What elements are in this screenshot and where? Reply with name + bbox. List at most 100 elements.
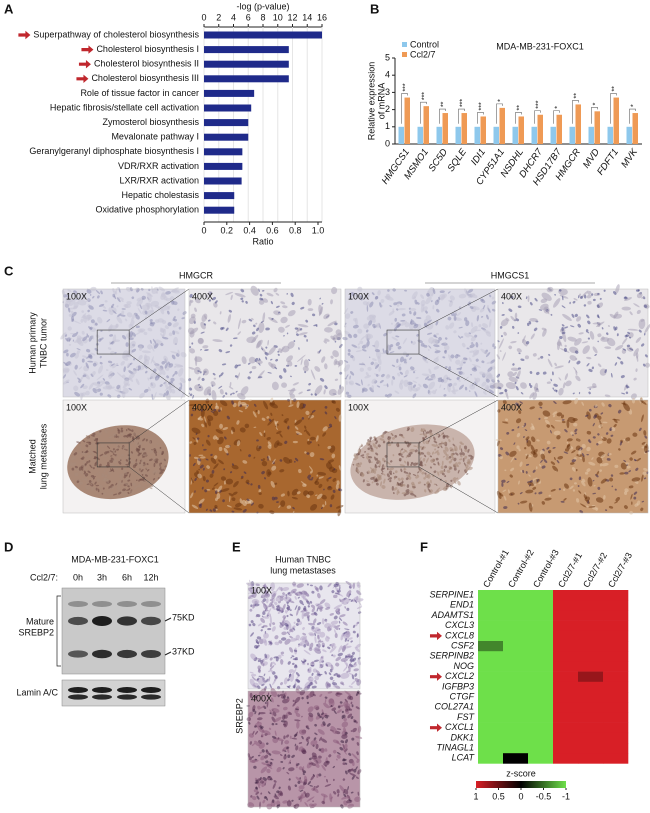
tissue-texture (629, 347, 634, 351)
tissue-texture (443, 344, 450, 351)
tissue-texture (395, 335, 400, 338)
tissue-texture (566, 444, 571, 450)
tissue-texture (578, 391, 581, 395)
tissue-texture (114, 464, 118, 467)
tissue-texture (435, 483, 438, 486)
tissue-texture (197, 417, 204, 421)
tissue-texture (319, 311, 321, 317)
tissue-texture (403, 493, 407, 497)
tissue-texture (606, 337, 616, 347)
tissue-texture (88, 354, 93, 360)
tissue-texture (210, 381, 216, 387)
image-border (62, 399, 186, 514)
tissue-texture (86, 334, 90, 338)
tissue-texture (65, 337, 68, 342)
tissue-texture (454, 354, 459, 359)
tissue-texture (137, 451, 140, 454)
tissue-texture (467, 448, 470, 453)
tissue-texture (424, 489, 427, 493)
tissue-texture (306, 339, 308, 342)
tissue-texture (215, 402, 218, 408)
tissue-texture (532, 486, 537, 490)
tissue-texture (420, 294, 425, 299)
heatmap-cell (578, 702, 604, 713)
tissue-texture (191, 342, 194, 345)
significance-bracket (534, 110, 541, 124)
tissue-texture (446, 435, 450, 439)
tissue-texture (426, 319, 432, 324)
tissue-texture (451, 453, 454, 457)
tissue-texture (596, 457, 603, 464)
tissue-texture (485, 378, 490, 383)
zoom-box (386, 329, 420, 355)
tissue-texture (78, 445, 82, 451)
tissue-texture (98, 470, 101, 474)
tissue-texture (404, 289, 408, 292)
tissue-texture (81, 313, 87, 319)
tissue-texture (228, 386, 234, 390)
tissue-texture (158, 367, 166, 376)
y-tick-label: 2 (385, 104, 390, 114)
tissue-texture (575, 357, 578, 361)
tissue-texture (412, 341, 416, 345)
tissue-texture (578, 293, 581, 297)
tissue-texture (77, 299, 87, 306)
tissue-texture (71, 462, 77, 467)
tissue-texture (539, 450, 545, 455)
tissue-texture (258, 322, 265, 333)
tissue-texture (624, 297, 632, 301)
tissue-texture (405, 369, 409, 376)
tissue-texture (438, 293, 447, 300)
tissue-texture (515, 418, 522, 424)
tissue-texture (412, 384, 416, 388)
panel-title: Human TNBC (275, 554, 331, 564)
tissue-texture (315, 435, 319, 442)
tissue-texture (227, 314, 232, 323)
tissue-texture (131, 429, 134, 433)
tissue-texture (438, 433, 441, 437)
tissue-texture (145, 438, 148, 442)
heatmap-cell (528, 630, 554, 642)
tissue-texture (459, 458, 463, 461)
tissue-texture (114, 351, 117, 354)
tissue-texture (527, 322, 530, 327)
heatmap-cell (503, 692, 529, 703)
tissue-texture (90, 352, 96, 356)
tissue-texture (138, 467, 141, 470)
tissue-texture (352, 458, 357, 461)
tissue-texture (107, 471, 111, 475)
tissue-texture (96, 478, 100, 482)
highlight-arrow (78, 60, 91, 69)
tissue-texture (220, 488, 230, 493)
tissue-texture (442, 432, 444, 435)
heatmap-cell (603, 702, 629, 713)
tissue-texture (367, 447, 371, 451)
image-border (62, 288, 186, 398)
heatmap-cell (553, 753, 579, 764)
tissue-texture (528, 320, 532, 325)
significance-label: *** (535, 100, 542, 108)
tissue-texture (289, 628, 294, 633)
tissue-image (344, 399, 496, 514)
tissue-texture (337, 359, 344, 366)
tissue-texture (256, 636, 262, 640)
tissue-texture (396, 489, 399, 496)
tissue-texture (595, 474, 599, 478)
tissue-texture (355, 317, 358, 326)
tissue-texture (259, 432, 263, 437)
tissue-texture (559, 335, 563, 340)
tissue-texture (270, 668, 274, 674)
tissue-texture (277, 311, 281, 314)
tissue-texture (316, 622, 322, 626)
tissue-texture (125, 463, 129, 466)
tissue-texture (92, 295, 95, 299)
tissue-texture (444, 366, 448, 369)
tissue-texture (327, 646, 331, 650)
blot (61, 587, 166, 675)
tissue-texture (573, 482, 578, 485)
tissue-texture (258, 376, 263, 379)
tissue-texture (458, 384, 464, 390)
tissue-texture (600, 478, 607, 484)
tissue-texture (293, 460, 296, 463)
tissue-texture (111, 427, 114, 432)
